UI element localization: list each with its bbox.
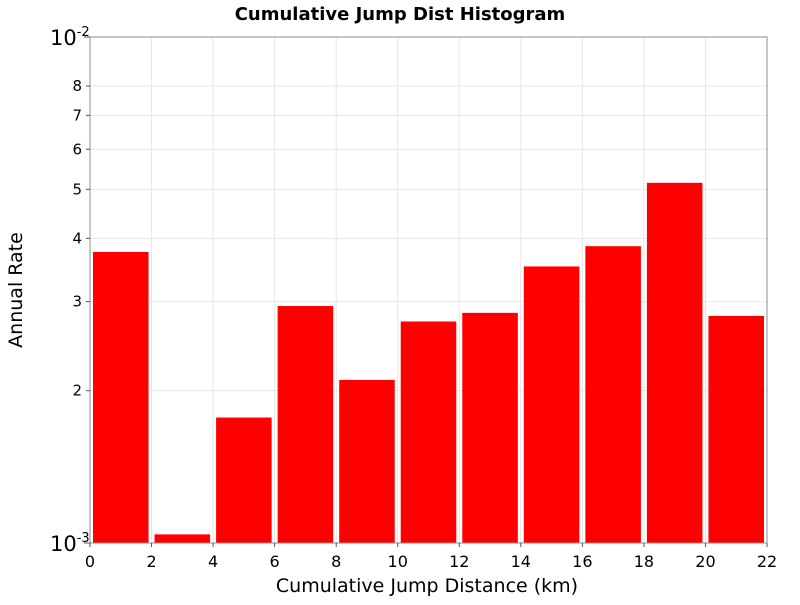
y-tick-label: 6 <box>72 140 82 158</box>
histogram-bar <box>646 182 703 543</box>
x-axis-label: Cumulative Jump Distance (km) <box>276 575 578 597</box>
y-decade-exponent: -3 <box>77 531 90 546</box>
histogram-bar <box>93 251 149 543</box>
y-decade-base: 10 <box>50 532 77 556</box>
y-axis-label: Annual Rate <box>5 232 27 348</box>
y-tick-label: 3 <box>72 293 82 311</box>
x-tick-label: 10 <box>388 552 408 571</box>
histogram-bar <box>154 534 211 543</box>
x-tick-label: 12 <box>449 552 469 571</box>
y-decade-exponent: -2 <box>77 25 90 40</box>
chart-title: Cumulative Jump Dist Histogram <box>235 4 566 25</box>
y-decade-base: 10 <box>50 26 77 50</box>
y-tick-label: 4 <box>72 229 82 247</box>
x-tick-label: 6 <box>270 552 280 571</box>
x-tick-label: 0 <box>85 552 95 571</box>
x-tick-label: 8 <box>331 552 341 571</box>
histogram-bar <box>708 315 764 543</box>
x-tick-label: 2 <box>146 552 156 571</box>
histogram-bar <box>277 306 334 543</box>
histogram-bar <box>400 321 457 543</box>
histogram-bar <box>523 266 580 543</box>
x-tick-label: 16 <box>572 552 592 571</box>
x-tick-label: 20 <box>695 552 715 571</box>
y-tick-label: 2 <box>72 382 82 400</box>
y-tick-label: 7 <box>72 106 82 124</box>
y-decade-label: 10-2 <box>50 25 90 50</box>
x-tick-label: 18 <box>634 552 654 571</box>
bars <box>93 182 764 543</box>
x-tick-label: 22 <box>757 552 777 571</box>
histogram-bar <box>339 379 395 543</box>
histogram-bar <box>216 417 272 543</box>
y-tick-label: 8 <box>72 77 82 95</box>
y-tick-label: 5 <box>72 180 82 198</box>
x-tick-label: 14 <box>511 552 531 571</box>
x-tick-label: 4 <box>208 552 218 571</box>
histogram-bar <box>462 312 518 543</box>
plot-frame <box>89 36 768 544</box>
histogram-bar <box>585 246 641 543</box>
y-decade-label: 10-3 <box>50 531 90 556</box>
